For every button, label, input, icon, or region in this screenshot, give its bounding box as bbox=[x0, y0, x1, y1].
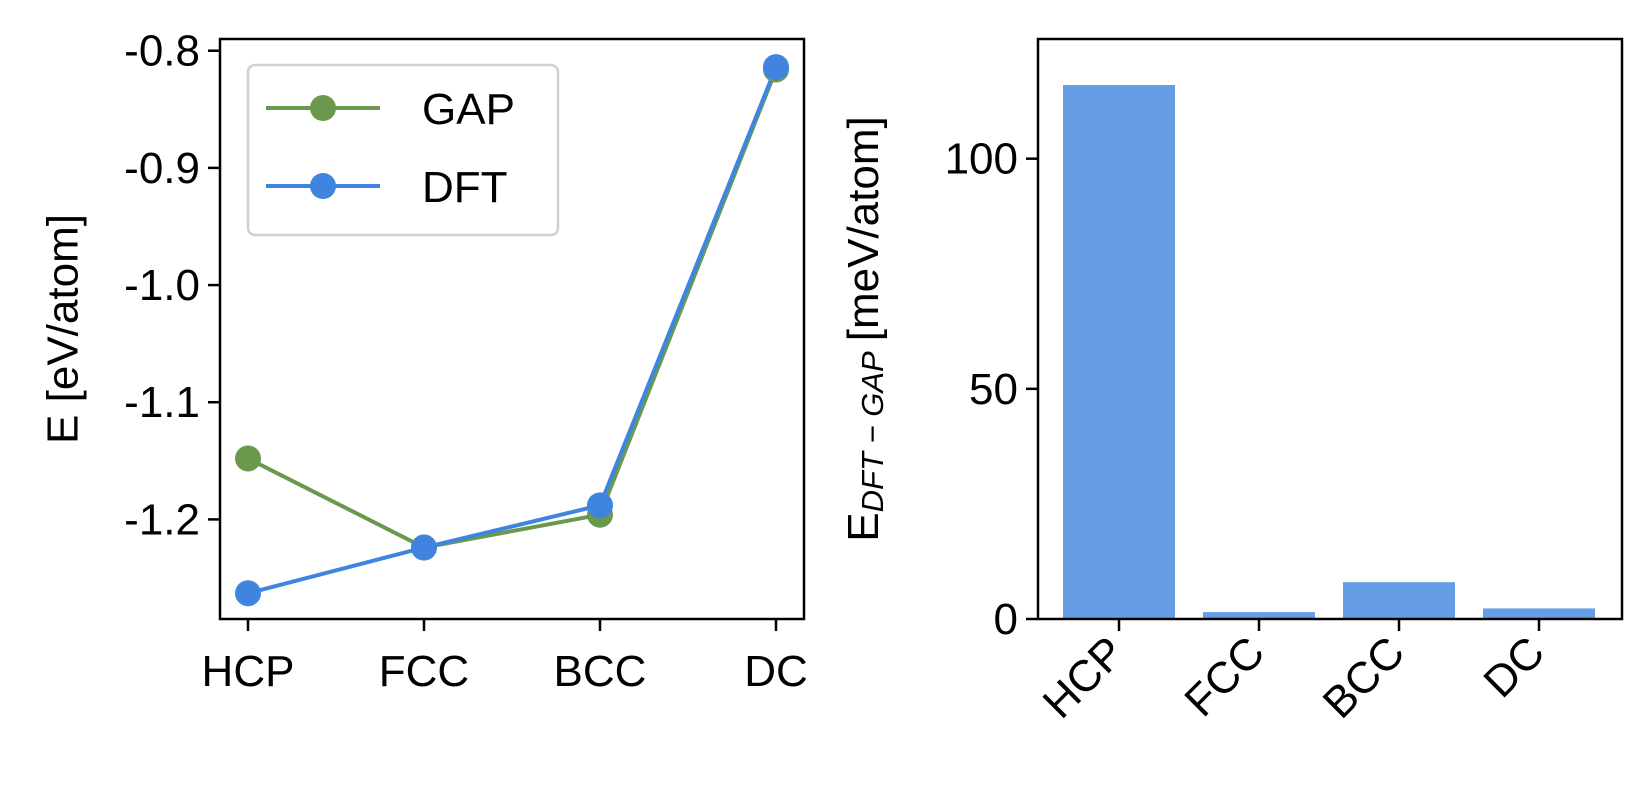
bar-dc bbox=[1483, 608, 1595, 619]
line-chart-x-ticks: HCP FCC BCC DC bbox=[202, 619, 808, 696]
y-tick-label: -1.1 bbox=[124, 378, 200, 427]
line-series-group bbox=[247, 66, 778, 596]
point-dft-fcc bbox=[411, 534, 437, 561]
y-tick-label: -1.0 bbox=[124, 261, 200, 310]
bar-fcc bbox=[1203, 612, 1315, 619]
y-tick-label: 0 bbox=[994, 595, 1018, 644]
line-chart-frame bbox=[218, 37, 806, 621]
y-title-unit: [meV/atom] bbox=[839, 116, 888, 341]
bar-chart-frame bbox=[1036, 37, 1624, 621]
x-tick-label-fcc: FCC bbox=[379, 647, 469, 696]
y-tick-label: 100 bbox=[945, 135, 1018, 184]
bar-hcp bbox=[1063, 85, 1175, 620]
legend-dft-marker bbox=[310, 173, 336, 199]
bar-x-tick-label-dc: DC bbox=[1474, 627, 1554, 707]
bar-chart-y-axis-title: EDFT − GAP [meV/atom] bbox=[839, 116, 891, 541]
legend: GAP DFT bbox=[246, 63, 560, 237]
bar-group bbox=[1063, 85, 1595, 620]
bar-bcc bbox=[1343, 582, 1455, 619]
y-title-main: E bbox=[839, 512, 888, 541]
line-chart-panel: -0.8 -0.9 -1.0 -1.1 -1.2 HCP FCC BCC DC E [eV/a… bbox=[39, 27, 808, 696]
bar-x-tick-label-bcc: BCC bbox=[1314, 627, 1414, 727]
point-gap-hcp bbox=[235, 445, 261, 472]
line-chart-y-ticks: -0.8 -0.9 -1.0 -1.1 -1.2 bbox=[124, 27, 220, 544]
point-dft-hcp bbox=[235, 580, 261, 607]
series-line-dft bbox=[247, 66, 778, 596]
y-tick-label: -0.9 bbox=[124, 144, 200, 193]
y-tick-label: 50 bbox=[969, 365, 1018, 414]
bar-x-tick-label-fcc: FCC bbox=[1175, 627, 1274, 726]
x-tick-label-dc: DC bbox=[744, 647, 808, 696]
x-tick-label-bcc: BCC bbox=[554, 647, 647, 696]
bar-x-tick-label-hcp: HCP bbox=[1034, 627, 1134, 727]
marker-group bbox=[235, 54, 789, 607]
legend-gap-marker bbox=[310, 95, 336, 121]
legend-dft-label: DFT bbox=[422, 163, 508, 212]
y-tick-label: -1.2 bbox=[124, 495, 200, 544]
point-dft-bcc bbox=[587, 492, 613, 519]
y-title-subscript: DFT − GAP bbox=[855, 351, 890, 512]
bar-chart-panel: 0 50 100 HCP FCC BCC DC EDFT − GAP [meV/atom] bbox=[839, 37, 1624, 728]
bar-chart-y-ticks: 0 50 100 bbox=[945, 135, 1038, 644]
y-tick-label: -0.8 bbox=[124, 27, 200, 76]
line-chart-y-axis-title: E [eV/atom] bbox=[39, 214, 88, 444]
series-line-gap bbox=[247, 68, 778, 550]
legend-gap-label: GAP bbox=[422, 85, 515, 134]
x-tick-label-hcp: HCP bbox=[202, 647, 295, 696]
bar-chart-x-ticks: HCP FCC BCC DC bbox=[1034, 619, 1554, 728]
point-dft-dc bbox=[763, 54, 789, 81]
